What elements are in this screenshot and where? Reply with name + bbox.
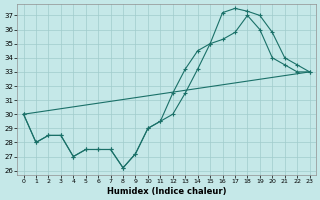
X-axis label: Humidex (Indice chaleur): Humidex (Indice chaleur) (107, 187, 226, 196)
